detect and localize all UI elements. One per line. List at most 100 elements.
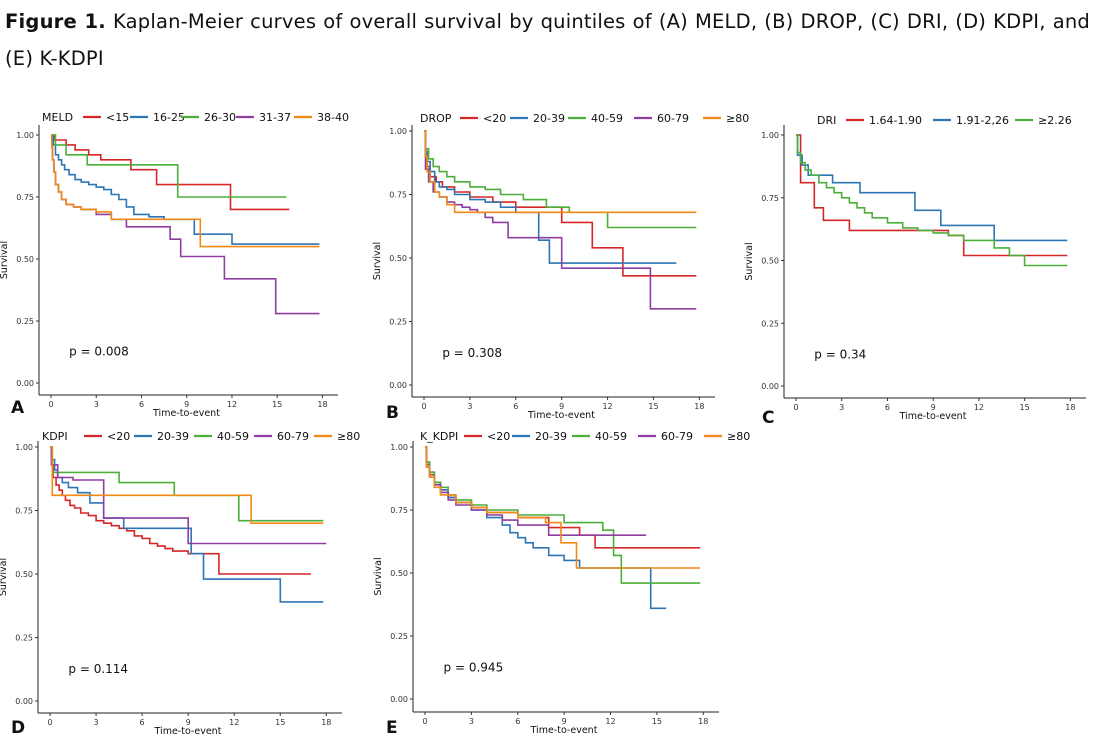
km-curve xyxy=(51,134,290,211)
chart-panel-b: 0.00 0.25 0.50 0.75 1.00 0 3 6 9 12 15 18 Time-to-ev… xyxy=(372,112,749,423)
chart-panel-e: 0.00 0.25 0.50 0.75 1.00 0 3 6 9 12 15 18 Time-to-ev… xyxy=(373,430,750,738)
x-axis-title: Time-to-event xyxy=(154,726,222,737)
legend-title: MELD xyxy=(42,111,73,124)
legend-label: 60-79 xyxy=(661,430,693,443)
panel-letter: D xyxy=(11,718,25,738)
legend-title: DROP xyxy=(420,112,452,125)
km-curve xyxy=(50,446,324,603)
panel-letter: C xyxy=(762,408,774,428)
legend-label: ≥2.26 xyxy=(1038,114,1072,127)
km-curve xyxy=(424,130,677,264)
x-tick-label: 9 xyxy=(559,402,564,411)
y-tick-label: 0.25 xyxy=(389,318,407,327)
y-tick-label: 0.50 xyxy=(390,569,408,578)
y-tick-label: 1.00 xyxy=(15,443,33,452)
km-curve xyxy=(425,446,701,569)
chart-panel-d: 0.00 0.25 0.50 0.75 1.00 0 3 6 9 12 15 18 Time-to-ev… xyxy=(0,430,360,738)
km-curve xyxy=(424,130,697,310)
x-tick-label: 6 xyxy=(885,403,890,412)
x-axis-title: Time-to-event xyxy=(152,408,220,419)
x-axis-title: Time-to-event xyxy=(527,410,595,421)
km-curve xyxy=(424,130,697,277)
legend-label: ≥80 xyxy=(726,112,749,125)
km-curve xyxy=(50,446,324,524)
chart-panel-c: 0.00 0.25 0.50 0.75 1.00 0 3 6 9 12 15 18 Time-to-ev… xyxy=(744,114,1086,428)
y-tick-label: 0.00 xyxy=(15,697,33,706)
legend-label: 20-39 xyxy=(535,430,567,443)
y-tick-label: 1.00 xyxy=(761,131,779,140)
x-tick-label: 0 xyxy=(47,718,52,727)
x-tick-label: 0 xyxy=(48,400,53,409)
y-axis-title: Survival xyxy=(373,557,384,595)
y-tick-label: 0.50 xyxy=(15,570,33,579)
y-axis-title: Survival xyxy=(744,242,755,280)
legend: DROP <20 20-39 40-59 60-79 ≥80 xyxy=(420,112,749,125)
legend-label: 40-59 xyxy=(595,430,627,443)
legend-label: 20-39 xyxy=(533,112,565,125)
y-axis-title: Survival xyxy=(0,241,10,279)
panel-letter: A xyxy=(11,398,25,418)
y-tick-label: 1.00 xyxy=(390,443,408,452)
legend-label: 60-79 xyxy=(657,112,689,125)
x-tick-label: 3 xyxy=(94,718,99,727)
y-tick-label: 0.25 xyxy=(390,632,408,641)
x-tick-label: 12 xyxy=(602,402,612,411)
legend-label: ≥80 xyxy=(727,430,750,443)
y-tick-label: 0.00 xyxy=(16,379,34,388)
x-tick-label: 6 xyxy=(140,718,145,727)
p-value-label: p = 0.34 xyxy=(814,347,866,361)
km-curve xyxy=(51,134,320,315)
legend-label: <20 xyxy=(483,112,506,125)
y-tick-label: 0.00 xyxy=(761,382,779,391)
legend-label: <20 xyxy=(107,430,130,443)
legend: MELD <15 16-25 26-30 31-37 38-40 xyxy=(42,111,349,124)
x-tick-label: 3 xyxy=(94,400,99,409)
x-tick-label: 0 xyxy=(421,402,426,411)
km-curve xyxy=(51,134,320,248)
x-tick-label: 15 xyxy=(1020,403,1030,412)
x-tick-label: 9 xyxy=(184,400,189,409)
x-tick-label: 9 xyxy=(931,403,936,412)
km-curve xyxy=(796,134,1068,267)
x-tick-label: 9 xyxy=(186,718,191,727)
x-tick-label: 15 xyxy=(272,400,282,409)
y-tick-label: 0.00 xyxy=(390,695,408,704)
y-tick-label: 0.50 xyxy=(389,254,407,263)
x-tick-label: 9 xyxy=(562,717,567,726)
legend-label: <20 xyxy=(487,430,510,443)
legend-label: 1.64-1.90 xyxy=(869,114,922,127)
y-tick-label: 0.00 xyxy=(389,381,407,390)
legend-label: 1.91-2,26 xyxy=(956,114,1009,127)
km-curve xyxy=(51,134,287,198)
y-tick-label: 0.50 xyxy=(16,255,34,264)
y-tick-label: 0.75 xyxy=(761,194,779,203)
x-axis-title: Time-to-event xyxy=(899,411,967,422)
y-tick-label: 0.75 xyxy=(389,191,407,200)
x-tick-label: 15 xyxy=(275,718,285,727)
y-tick-label: 0.25 xyxy=(16,317,34,326)
x-tick-label: 18 xyxy=(1065,403,1075,412)
legend-title: KDPI xyxy=(42,430,68,443)
km-curve xyxy=(796,134,1068,242)
legend: K_KDPI <20 20-39 40-59 60-79 ≥80 xyxy=(420,430,750,443)
y-tick-label: 0.75 xyxy=(390,506,408,515)
x-tick-label: 12 xyxy=(227,400,237,409)
x-tick-label: 0 xyxy=(793,403,798,412)
p-value-label: p = 0.308 xyxy=(442,346,502,360)
legend: DRI 1.64-1.90 1.91-2,26 ≥2.26 xyxy=(817,114,1072,127)
legend-label: 38-40 xyxy=(317,111,349,124)
x-tick-label: 18 xyxy=(321,718,331,727)
legend-label: 20-39 xyxy=(157,430,189,443)
x-tick-label: 6 xyxy=(139,400,144,409)
km-curve xyxy=(425,446,701,549)
figure-label: Figure 1. xyxy=(5,10,106,33)
km-curve xyxy=(425,446,701,584)
legend-title: DRI xyxy=(817,114,836,127)
panel-letter: E xyxy=(386,718,398,738)
x-tick-label: 6 xyxy=(513,402,518,411)
legend-label: 31-37 xyxy=(259,111,291,124)
km-curve xyxy=(796,134,1068,257)
p-value-label: p = 0.114 xyxy=(68,662,128,676)
y-tick-label: 0.75 xyxy=(15,507,33,516)
legend-label: 16-25 xyxy=(153,111,185,124)
